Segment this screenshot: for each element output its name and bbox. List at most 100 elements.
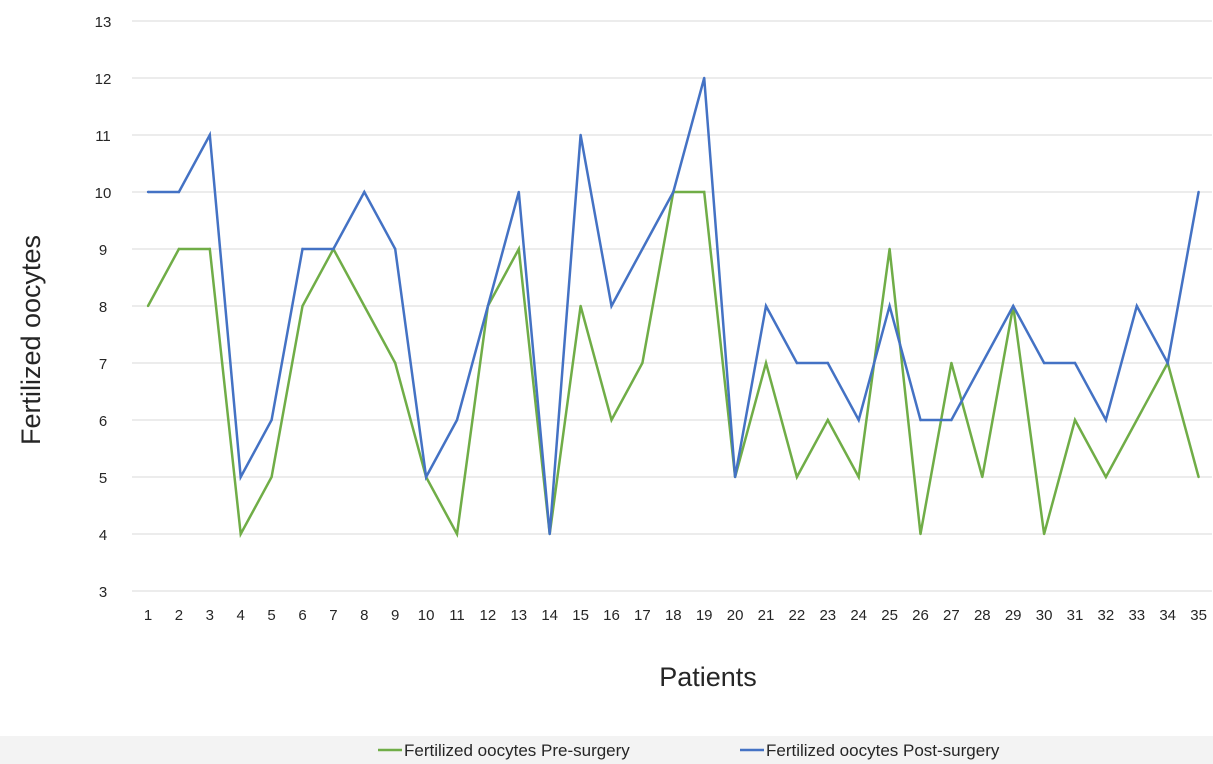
data-point	[950, 361, 953, 365]
data-point	[146, 190, 150, 194]
data-point	[548, 532, 551, 536]
x-tick-label: 3	[206, 607, 214, 624]
data-point	[981, 361, 984, 365]
x-tick-label: 8	[360, 607, 368, 624]
legend: Fertilized oocytes Pre-surgery Fertilized…	[378, 741, 1000, 760]
x-tick-label: 23	[819, 607, 836, 624]
data-point	[857, 418, 860, 422]
data-point	[764, 361, 768, 365]
y-tick-label: 5	[99, 470, 107, 487]
y-tick-label: 12	[95, 71, 112, 88]
x-tick-label: 27	[943, 607, 960, 624]
data-point	[1104, 475, 1108, 479]
data-point	[610, 418, 613, 422]
data-point	[270, 418, 273, 422]
x-tick-label: 31	[1067, 607, 1084, 624]
data-point	[1135, 304, 1139, 308]
data-point	[795, 361, 799, 365]
data-point	[826, 361, 829, 365]
data-point	[239, 532, 242, 536]
x-tick-label: 5	[267, 607, 275, 624]
data-point	[301, 304, 304, 308]
data-point	[1135, 418, 1139, 422]
data-point	[486, 304, 490, 308]
data-point	[672, 190, 675, 194]
x-tick-label: 33	[1128, 607, 1145, 624]
x-tick-label: 12	[480, 607, 497, 624]
y-axis-ticks: 3 4 5 6 7 8 9 10 11 12 13	[95, 14, 112, 601]
legend-background	[0, 736, 1213, 764]
data-point	[888, 247, 891, 251]
data-point	[641, 361, 644, 365]
x-tick-label: 25	[881, 607, 898, 624]
x-tick-label: 14	[541, 607, 558, 624]
data-point	[270, 475, 273, 479]
data-point	[641, 247, 644, 251]
data-point	[239, 475, 242, 479]
data-point	[764, 304, 768, 308]
x-tick-label: 18	[665, 607, 682, 624]
x-tick-label: 32	[1098, 607, 1115, 624]
x-tick-label: 19	[696, 607, 713, 624]
y-tick-label: 9	[99, 242, 107, 259]
data-point	[1042, 361, 1046, 365]
data-point	[455, 418, 459, 422]
data-point	[1012, 304, 1015, 308]
data-point	[517, 190, 520, 194]
data-point	[919, 532, 922, 536]
y-axis-title: Fertilized oocytes	[16, 235, 46, 445]
data-point	[579, 133, 582, 137]
data-point	[1197, 190, 1200, 194]
x-tick-label: 22	[789, 607, 806, 624]
y-tick-label: 10	[95, 185, 112, 202]
data-point	[919, 418, 922, 422]
x-axis-title: Patients	[659, 662, 757, 692]
data-point	[1197, 475, 1200, 479]
x-axis-ticks: 1 2 3 4 5 6 7 8 9 10 11 12 13 14 15 16 17 18 19 20 21 22 23 24 2…	[144, 607, 1207, 624]
x-tick-label: 26	[912, 607, 929, 624]
x-tick-label: 21	[758, 607, 775, 624]
data-point	[1073, 418, 1077, 422]
data-point	[981, 475, 984, 479]
x-tick-label: 20	[727, 607, 744, 624]
x-tick-label: 34	[1159, 607, 1176, 624]
data-point	[363, 190, 366, 194]
y-tick-label: 7	[99, 356, 107, 373]
data-point	[950, 418, 953, 422]
y-tick-label: 6	[99, 413, 107, 430]
y-tick-label: 3	[99, 584, 107, 601]
gridlines	[132, 20, 1212, 592]
data-point	[424, 475, 428, 479]
data-point	[888, 304, 891, 308]
data-point	[177, 247, 181, 251]
x-tick-label: 9	[391, 607, 399, 624]
y-tick-label: 8	[99, 299, 107, 316]
data-point	[1042, 532, 1046, 536]
data-point	[1073, 361, 1077, 365]
data-point	[826, 418, 829, 422]
x-tick-label: 6	[298, 607, 306, 624]
y-tick-label: 13	[95, 14, 112, 31]
x-tick-label: 29	[1005, 607, 1022, 624]
data-point	[857, 475, 860, 479]
data-point	[517, 247, 520, 251]
x-tick-label: 10	[418, 607, 435, 624]
data-point	[610, 304, 613, 308]
x-tick-label: 24	[850, 607, 867, 624]
data-point	[579, 304, 582, 308]
data-point	[332, 247, 335, 251]
data-point	[363, 304, 366, 308]
data-point	[301, 247, 304, 251]
x-tick-label: 7	[329, 607, 337, 624]
legend-label: Fertilized oocytes Post-surgery	[766, 741, 1000, 760]
data-point	[703, 190, 706, 194]
x-tick-label: 2	[175, 607, 183, 624]
legend-label: Fertilized oocytes Pre-surgery	[404, 741, 630, 760]
x-tick-label: 30	[1036, 607, 1053, 624]
data-point	[703, 76, 706, 80]
data-point	[795, 475, 799, 479]
data-point	[146, 304, 150, 308]
data-point	[394, 361, 397, 365]
y-tick-label: 4	[99, 527, 107, 544]
